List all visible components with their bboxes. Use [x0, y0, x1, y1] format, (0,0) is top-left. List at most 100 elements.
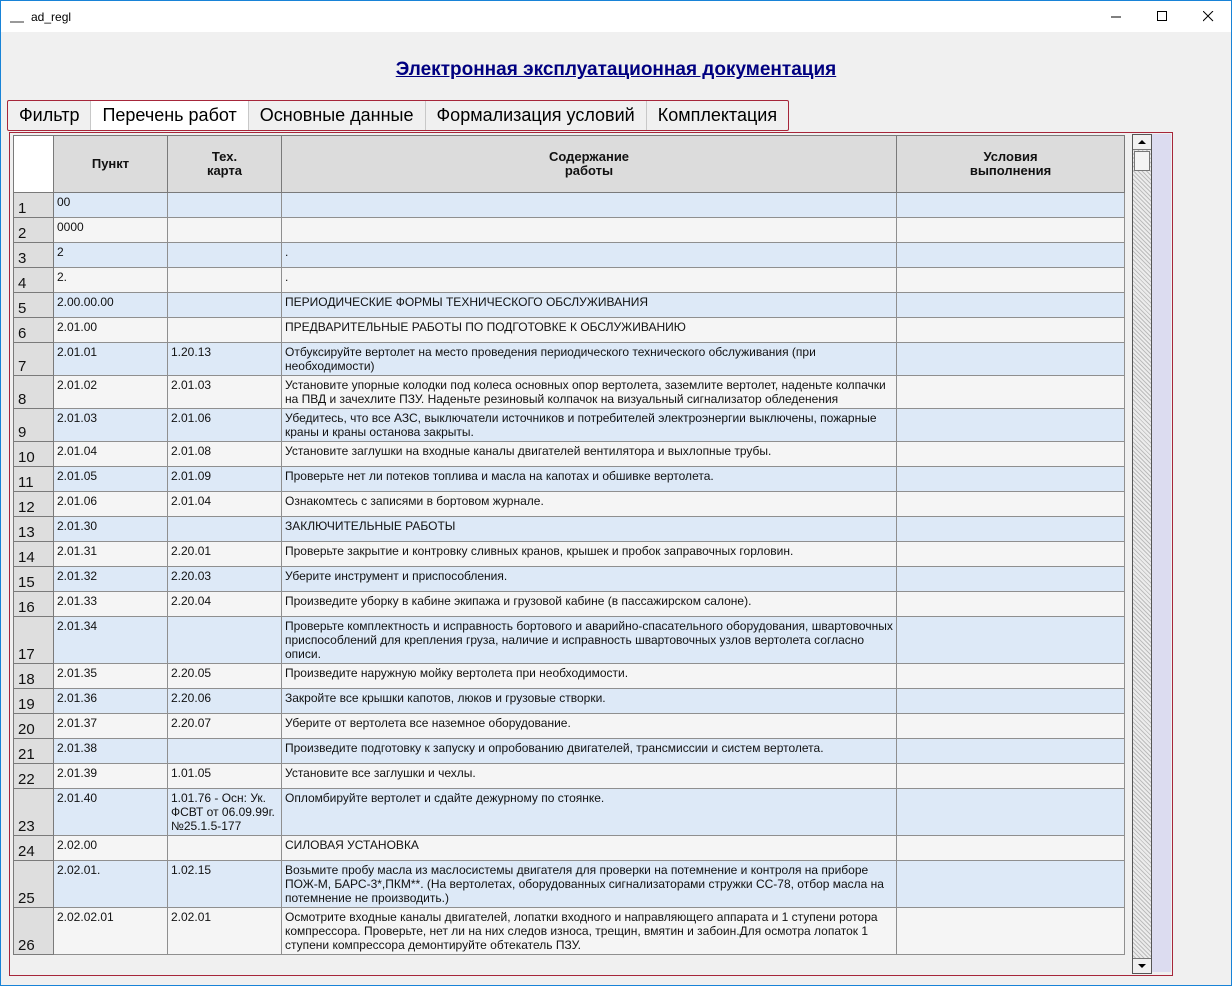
table-cell: Установите упорные колодки под колеса ос… [281, 375, 897, 409]
table-cell: . [281, 242, 897, 268]
row-number[interactable]: 2 [13, 217, 54, 243]
table-cell [896, 242, 1125, 268]
table-cell [896, 317, 1125, 343]
row-number[interactable]: 10 [13, 441, 54, 467]
row-number[interactable]: 9 [13, 408, 54, 442]
table-cell: 2.00.00.00 [53, 292, 168, 318]
row-number[interactable]: 19 [13, 688, 54, 714]
table-cell: 2.20.07 [167, 713, 282, 739]
table-cell: 2.01.06 [167, 408, 282, 442]
table-cell: ЗАКЛЮЧИТЕЛЬНЫЕ РАБОТЫ [281, 516, 897, 542]
table-cell [896, 616, 1125, 664]
table-cell: 2.01.02 [53, 375, 168, 409]
table-row: 13 2.01.30 ЗАКЛЮЧИТЕЛЬНЫЕ РАБОТЫ [13, 516, 1125, 542]
row-number[interactable]: 17 [13, 616, 54, 664]
table-cell: 2.01.01 [53, 342, 168, 376]
row-number[interactable]: 18 [13, 663, 54, 689]
table-row: 11 2.01.05 2.01.09 Проверьте нет ли потеков… [13, 466, 1125, 492]
table-cell: Уберите инструмент и приспособления. [281, 566, 897, 592]
table-cell [896, 342, 1125, 376]
table-row: 25 2.02.01. 1.02.15 Возьмите пробу масла из… [13, 860, 1125, 908]
maximize-button[interactable] [1139, 1, 1185, 32]
row-number[interactable]: 21 [13, 738, 54, 764]
row-number[interactable]: 26 [13, 907, 54, 955]
tab[interactable]: Основные данные [249, 101, 426, 130]
table-cell: Произведите уборку в кабине экипажа и гр… [281, 591, 897, 617]
close-button[interactable] [1185, 1, 1231, 32]
table-cell: . [281, 267, 897, 293]
row-number[interactable]: 3 [13, 242, 54, 268]
table-cell [167, 835, 282, 861]
row-number[interactable]: 22 [13, 763, 54, 789]
table-cell [896, 408, 1125, 442]
row-number[interactable]: 6 [13, 317, 54, 343]
table-cell: 2.20.04 [167, 591, 282, 617]
row-number[interactable]: 23 [13, 788, 54, 836]
table-row: 5 2.00.00.00 ПЕРИОДИЧЕСКИЕ ФОРМЫ ТЕХНИЧЕСК… [13, 292, 1125, 318]
table-cell: Произведите наружную мойку вертолета при… [281, 663, 897, 689]
row-number[interactable]: 11 [13, 466, 54, 492]
column-header[interactable]: Содержание работы [281, 135, 897, 193]
tab[interactable]: Перечень работ [91, 101, 249, 130]
column-header[interactable]: Условия выполнения [896, 135, 1125, 193]
table-cell [167, 242, 282, 268]
table-cell: Закройте все крышки капотов, люков и гру… [281, 688, 897, 714]
table-cell: Произведите подготовку к запуску и опроб… [281, 738, 897, 764]
table-cell: 2. [53, 267, 168, 293]
table-row: 6 2.01.00 ПРЕДВАРИТЕЛЬНЫЕ РАБОТЫ ПО ПОДГОТ… [13, 317, 1125, 343]
row-number[interactable]: 5 [13, 292, 54, 318]
table-row: 21 2.01.38 Произведите подготовку к запуск… [13, 738, 1125, 764]
table-row: 20 2.01.37 2.20.07 Уберите от вертолета все… [13, 713, 1125, 739]
table-cell [896, 591, 1125, 617]
table-cell: 2.01.32 [53, 566, 168, 592]
corner-cell [13, 135, 54, 193]
scroll-up-button[interactable] [1133, 135, 1151, 150]
table-cell: 2.01.08 [167, 441, 282, 467]
page-header: Электронная эксплуатационная документаци… [395, 59, 837, 80]
table-cell: 2.01.06 [53, 491, 168, 517]
table-cell [896, 267, 1125, 293]
row-number[interactable]: 13 [13, 516, 54, 542]
table-cell [896, 441, 1125, 467]
row-number[interactable]: 1 [13, 192, 54, 218]
row-number[interactable]: 20 [13, 713, 54, 739]
row-number[interactable]: 14 [13, 541, 54, 567]
table-cell: 2.20.01 [167, 541, 282, 567]
side-strip [1152, 134, 1171, 972]
row-number[interactable]: 4 [13, 267, 54, 293]
vertical-scrollbar[interactable] [1132, 134, 1152, 974]
table-cell [896, 738, 1125, 764]
table: Пункт Тех. карта Содержание работы Условия … [13, 135, 1125, 955]
row-number[interactable]: 25 [13, 860, 54, 908]
tab[interactable]: Формализация условий [426, 101, 647, 130]
tab[interactable]: Фильтр [8, 101, 92, 130]
table-cell [896, 541, 1125, 567]
row-number[interactable]: 15 [13, 566, 54, 592]
scroll-down-button[interactable] [1133, 958, 1151, 973]
row-number[interactable]: 24 [13, 835, 54, 861]
table-cell: 2.01.03 [53, 408, 168, 442]
table-cell: 2.02.02.01 [53, 907, 168, 955]
column-header[interactable]: Тех. карта [167, 135, 282, 193]
tab[interactable]: Комплектация [657, 105, 778, 125]
row-number[interactable]: 16 [13, 591, 54, 617]
table-cell [167, 267, 282, 293]
table-row: 23 2.01.40 1.01.76 - Осн: Ук. ФСВТ от 06.0… [13, 788, 1125, 836]
row-number[interactable]: 8 [13, 375, 54, 409]
table-cell: 1.01.76 - Осн: Ук. ФСВТ от 06.09.99г. №2… [167, 788, 282, 836]
table-cell: Проверьте закрытие и контровку сливных к… [281, 541, 897, 567]
row-number[interactable]: 12 [13, 491, 54, 517]
table-cell: СИЛОВАЯ УСТАНОВКА [281, 835, 897, 861]
table-cell: 2.01.39 [53, 763, 168, 789]
table-cell [896, 713, 1125, 739]
scroll-thumb[interactable] [1134, 151, 1150, 171]
table-row: 2 0000 [13, 217, 1125, 243]
table-cell: 2.01.09 [167, 466, 282, 492]
row-number[interactable]: 7 [13, 342, 54, 376]
table-cell: 2.01.03 [167, 375, 282, 409]
column-header[interactable]: Пункт [53, 135, 168, 193]
minimize-button[interactable] [1093, 1, 1139, 32]
table-row: 7 2.01.01 1.20.13 Отбуксируйте вертолет на … [13, 342, 1125, 376]
table-cell [896, 192, 1125, 218]
